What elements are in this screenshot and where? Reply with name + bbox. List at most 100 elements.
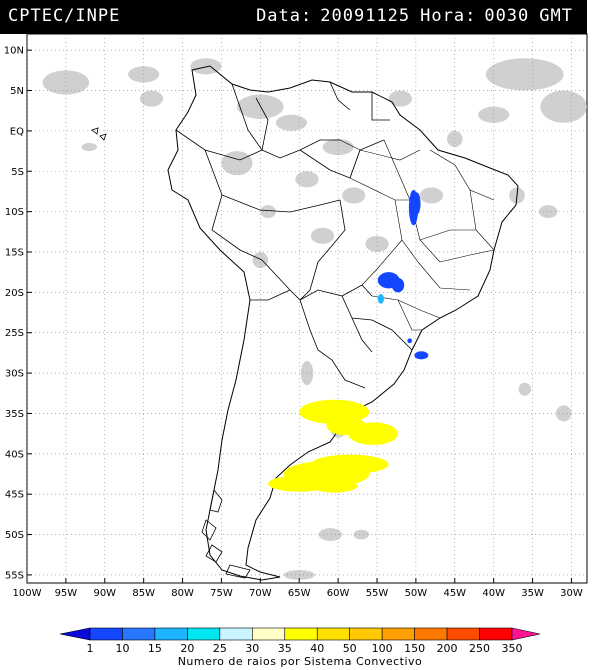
lightning-cell — [310, 454, 389, 475]
lat-label: 50S — [5, 530, 24, 541]
cloud-patch — [322, 138, 354, 156]
lon-label: 45W — [443, 588, 466, 599]
cloud-patch — [190, 58, 222, 75]
colorbar-max-arrow — [511, 627, 541, 641]
cloud-patch — [252, 251, 269, 269]
colorbar-swatch — [381, 627, 415, 641]
cloud-patch — [353, 529, 370, 540]
colorbar-tick-label: 250 — [469, 642, 490, 655]
lon-label: 60W — [327, 588, 350, 599]
lightning-cell — [310, 479, 358, 493]
colorbar-swatch — [219, 627, 253, 641]
cloud-patch — [81, 142, 97, 152]
time-label: Hora: — [420, 6, 477, 26]
cloud-patch — [221, 151, 253, 176]
lat-label: EQ — [10, 126, 24, 137]
colorbar-title: Numero de raios por Sistema Convectivo — [178, 655, 423, 668]
lat-label: 15S — [5, 247, 24, 258]
cloud-patch — [139, 90, 164, 107]
cloud-patch — [485, 58, 564, 91]
cloud-patch — [318, 528, 343, 542]
colorbar-tick-label: 15 — [148, 642, 162, 655]
cluster-mato-grosso-sul — [377, 293, 384, 304]
date-label: Data: — [256, 6, 313, 26]
lon-label: 65W — [288, 588, 311, 599]
cluster-south-coast — [407, 338, 429, 360]
cluster-argentina-north — [299, 399, 398, 445]
south-america-coastline — [167, 65, 519, 581]
lon-label: 30W — [560, 588, 583, 599]
colorbar-swatch — [446, 627, 480, 641]
lat-label: 35S — [5, 409, 24, 420]
lon-label: 90W — [93, 588, 116, 599]
colorbar-swatch — [154, 627, 188, 641]
colorbar-tick-label: 35 — [278, 642, 292, 655]
continent-outline — [91, 65, 519, 581]
colorbar-tick-label: 100 — [372, 642, 393, 655]
galapagos-islands — [91, 127, 107, 141]
lon-label: 95W — [55, 588, 78, 599]
lat-label: 55S — [5, 570, 24, 581]
colorbar-tick-label: 20 — [180, 642, 194, 655]
colorbar-swatch — [479, 627, 513, 641]
cloud-patch — [518, 382, 531, 396]
lightning-cell — [377, 293, 384, 304]
colorbar-swatch — [252, 627, 286, 641]
cloud-patch — [365, 235, 389, 252]
lon-label: 80W — [171, 588, 194, 599]
colorbar-tick-label: 25 — [213, 642, 227, 655]
lon-label: 100W — [13, 588, 42, 599]
colorbar-tick-label: 30 — [245, 642, 259, 655]
colorbar-min-arrow — [59, 627, 91, 641]
colorbar-swatch — [122, 627, 156, 641]
map-header: CPTEC/INPE Data: 20091125 Hora: 0030 GMT — [0, 0, 587, 34]
time-value: 0030 — [484, 6, 530, 26]
colorbar-swatch — [284, 627, 318, 641]
cloud-patch — [260, 205, 276, 219]
cloud-patch — [310, 227, 335, 244]
cluster-central-brazil-south — [377, 272, 405, 293]
cloud-patch — [419, 187, 444, 204]
cloud-patch — [538, 205, 558, 219]
cloud-patch — [342, 187, 366, 204]
agency-label: CPTEC/INPE — [8, 6, 121, 26]
lon-label: 55W — [366, 588, 389, 599]
colorbar-tick-label: 40 — [310, 642, 324, 655]
lat-label: 5N — [10, 86, 24, 97]
lat-label: 5S — [11, 167, 24, 178]
timezone-label: GMT — [539, 6, 573, 26]
colorbar-tick-label: 150 — [404, 642, 425, 655]
colorbar-tick-label: 50 — [343, 642, 357, 655]
lat-label: 40S — [5, 449, 24, 460]
colorbar-tick-label: 10 — [115, 642, 129, 655]
colorbar-tick-label: 350 — [502, 642, 523, 655]
colorbar-swatch — [414, 627, 448, 641]
colorbar-tick-label: 200 — [437, 642, 458, 655]
cloud-patch — [275, 114, 308, 131]
lightning-cell — [414, 351, 429, 360]
cloud-patch — [295, 171, 319, 188]
lon-label: 85W — [132, 588, 155, 599]
lightning-cell — [407, 338, 412, 344]
graticule — [27, 34, 587, 583]
lat-label: 45S — [5, 490, 24, 501]
lon-label: 35W — [521, 588, 544, 599]
lat-label: 30S — [5, 369, 24, 380]
lat-label: 10S — [5, 207, 24, 218]
colorbar-tick-label: 1 — [87, 642, 94, 655]
lon-label: 70W — [249, 588, 272, 599]
lat-label: 20S — [5, 288, 24, 299]
lon-label: 50W — [405, 588, 428, 599]
lat-label: 25S — [5, 328, 24, 339]
lon-label: 75W — [210, 588, 233, 599]
colorbar-swatch — [89, 627, 123, 641]
date-value: 20091125 — [320, 6, 411, 26]
chile-islands — [201, 489, 251, 579]
lon-label: 40W — [482, 588, 505, 599]
cluster-argentina-south — [268, 454, 389, 493]
timestamp: Data: 20091125 Hora: 0030 GMT — [256, 6, 573, 26]
lightning-clusters — [268, 189, 429, 493]
cloud-patch — [388, 90, 413, 107]
axis-labels: 10N 5N EQ 5S 10S 15S 20S 25S 30S 35S 40S 45S 50S 55S 1… — [4, 46, 583, 599]
